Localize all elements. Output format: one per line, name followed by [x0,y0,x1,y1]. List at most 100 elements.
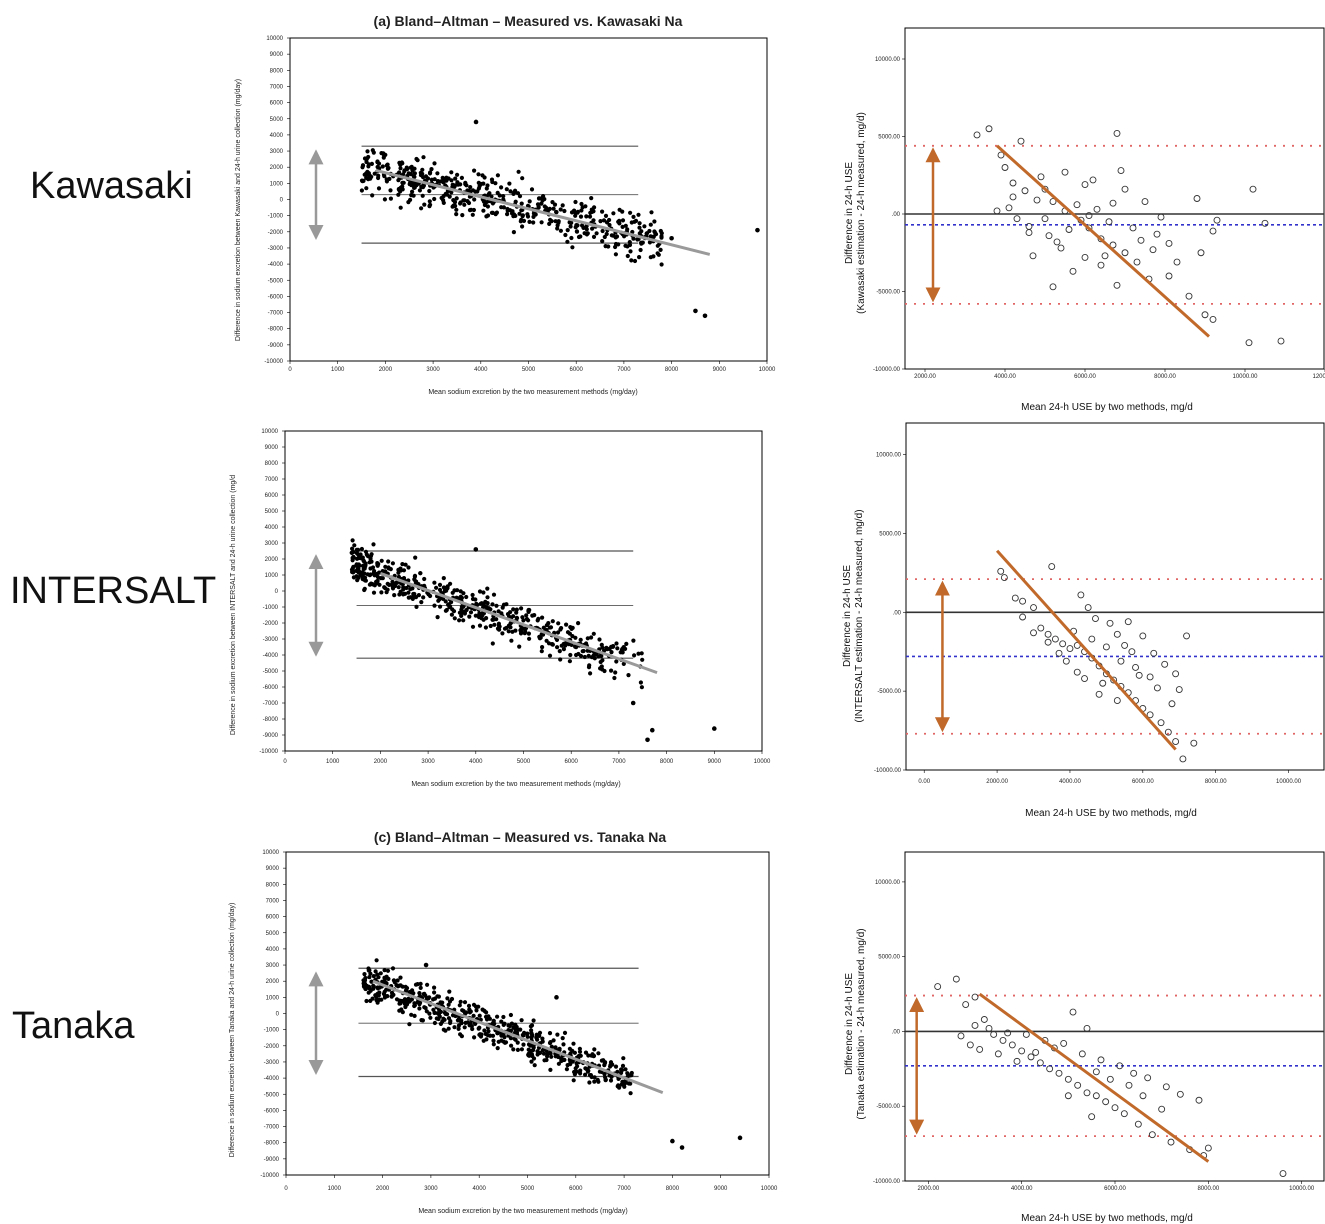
data-point [386,976,391,982]
data-point [462,1025,467,1030]
data-point [521,1042,526,1047]
data-point [1279,1170,1287,1177]
data-point [478,601,483,606]
data-point [525,1031,530,1036]
data-point [385,581,390,586]
data-point [999,1036,1007,1044]
y-tick-label: 9000 [266,866,280,872]
data-point [389,994,394,999]
data-point [419,600,424,605]
data-point [572,1069,577,1075]
data-point [573,1066,578,1071]
data-point [521,618,526,623]
data-point [1120,1110,1128,1118]
data-point [562,1030,568,1035]
data-point [509,638,514,643]
data-point [1105,218,1113,226]
data-point [368,998,373,1004]
data-point [587,1080,592,1085]
x-tick-label: 6000 [570,367,584,373]
data-point [600,228,605,234]
data-point [463,182,468,187]
data-point [394,580,399,585]
data-point [412,174,417,179]
data-point [1102,643,1110,651]
data-point [1032,1048,1040,1056]
data-point [449,600,454,605]
x-tick-label: 4000.00 [994,374,1016,380]
data-point [648,255,653,260]
data-point [1083,1089,1091,1097]
data-point [1021,187,1029,195]
y-tick-label: -2000 [263,621,279,627]
data-point [1069,1008,1077,1016]
data-point [454,207,459,212]
data-point [595,1077,600,1082]
y-axis-label-line1: Difference in 24-h USE [844,973,855,1075]
data-point [1045,232,1053,240]
data-point [481,1038,486,1043]
data-point [541,1051,547,1056]
data-point [449,178,454,183]
plot-frame [904,851,1325,1182]
data-point [579,201,584,207]
data-point [473,1021,478,1026]
data-point [432,161,437,166]
plot-frame [904,27,1325,370]
data-point [349,550,354,556]
data-point [609,668,614,673]
data-point [1081,181,1089,189]
data-point [508,189,513,194]
data-point [449,996,455,1002]
data-point [556,621,561,626]
data-point [621,1056,626,1061]
data-point [544,623,550,628]
data-point [626,673,631,678]
data-point [632,258,638,264]
x-tick-label: 10000 [761,1186,778,1192]
data-point [1209,315,1217,323]
data-point [1175,686,1183,694]
data-point [1132,664,1139,671]
y-tick-label: 0 [276,1012,280,1018]
data-point [509,1021,514,1026]
y-tick-label: -10000 [259,749,278,755]
data-point [1164,728,1172,736]
data-point [636,651,641,656]
data-point [563,232,568,238]
data-point [495,626,501,631]
x-tick-label: 3000 [421,759,435,765]
data-point [435,171,440,176]
data-point [432,1020,437,1026]
x-tick-label: 2000.00 [986,779,1008,785]
row-label-kawasaki: Kawasaki [30,165,193,207]
data-point [486,1029,491,1034]
data-point [362,575,368,580]
data-point [594,231,599,236]
data-point [454,595,459,600]
data-point [444,175,449,180]
data-point [529,1059,534,1064]
y-tick-label: 3000 [266,963,280,969]
data-point [404,585,409,591]
data-point [481,208,486,213]
data-point [648,222,653,227]
data-point [491,1042,496,1047]
y-tick-label: 5000 [270,117,284,123]
data-point [493,181,498,186]
data-point [461,591,466,596]
data-point [659,262,664,267]
data-point [446,1002,451,1007]
data-point [1030,604,1037,611]
data-point [419,1018,424,1023]
data-point [637,221,642,226]
data-point [441,585,446,590]
data-point [473,547,479,552]
data-point [934,983,942,991]
data-point [1061,168,1069,176]
data-point [370,193,375,198]
data-point [591,631,596,636]
data-point [561,647,567,652]
data-point [396,574,401,580]
data-point [531,1045,536,1050]
